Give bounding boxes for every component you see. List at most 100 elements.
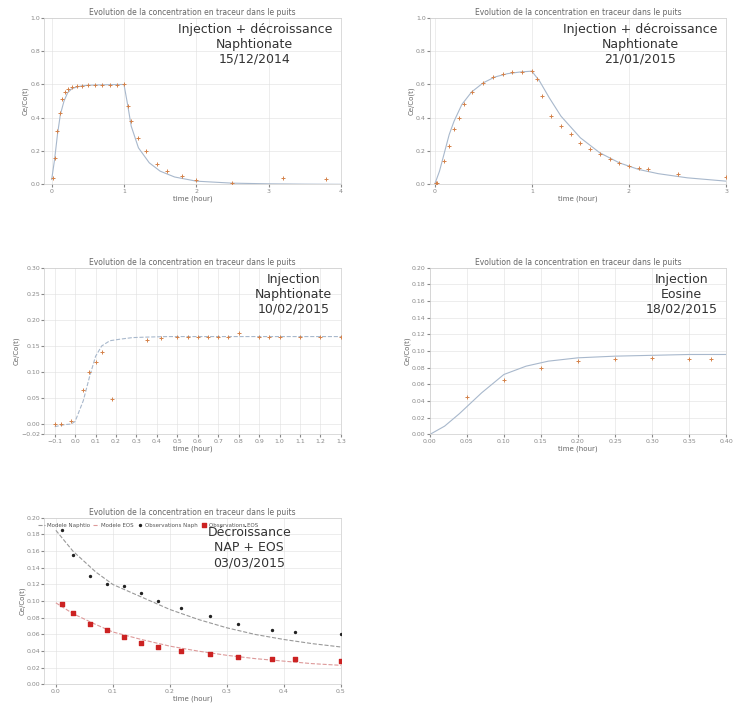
Observations EOS — [204, 649, 216, 660]
Point — [642, 164, 654, 175]
Point — [461, 391, 473, 403]
Point — [705, 354, 717, 365]
Point — [555, 120, 567, 132]
Modele Naphtio — [137, 593, 146, 601]
Point — [498, 374, 510, 386]
Point — [118, 79, 130, 91]
Observations Naph — [289, 626, 301, 637]
Point — [294, 331, 306, 342]
Observations EOS — [233, 651, 245, 662]
Point — [47, 172, 59, 183]
Observations EOS — [84, 618, 96, 630]
Observations EOS — [176, 645, 187, 657]
Observations Naph — [267, 625, 279, 636]
Modele Naphtio — [308, 640, 317, 648]
Point — [448, 124, 460, 135]
Point — [222, 331, 234, 342]
Point — [633, 162, 645, 173]
Point — [59, 86, 70, 98]
Point — [171, 332, 183, 343]
Point — [496, 68, 508, 80]
Observations Naph — [102, 579, 113, 590]
Observations EOS — [335, 655, 347, 667]
Point — [623, 160, 635, 172]
Point — [176, 170, 187, 182]
Point — [76, 80, 88, 91]
Title: Evolution de la concentration en traceur dans le puits: Evolution de la concentration en traceur… — [90, 508, 296, 517]
Point — [182, 332, 193, 343]
Observations EOS — [136, 637, 147, 649]
Title: Evolution de la concentration en traceur dans le puits: Evolution de la concentration en traceur… — [475, 8, 681, 17]
Observations EOS — [119, 631, 130, 642]
Point — [531, 73, 542, 85]
Point — [609, 354, 621, 365]
Point — [155, 332, 167, 344]
Observations Naph — [204, 610, 216, 622]
Point — [55, 419, 67, 430]
Modele EOS — [251, 655, 260, 663]
Point — [526, 66, 538, 77]
Point — [96, 347, 107, 358]
Modele EOS — [194, 647, 203, 655]
Title: Evolution de la concentration en traceur dans le puits: Evolution de la concentration en traceur… — [475, 258, 681, 267]
Point — [150, 159, 162, 170]
Point — [89, 79, 101, 91]
Modele EOS — [108, 627, 117, 636]
Point — [465, 86, 477, 98]
Observations Naph — [119, 580, 130, 592]
X-axis label: time (hour): time (hour) — [173, 195, 213, 202]
Point — [516, 66, 528, 78]
Point — [335, 331, 347, 342]
Point — [233, 328, 245, 339]
Point — [192, 332, 204, 343]
Modele Naphtio — [68, 547, 77, 555]
Modele Naphtio — [194, 615, 203, 624]
Point — [111, 79, 123, 91]
Observations Naph — [67, 550, 79, 561]
Modele Naphtio — [91, 568, 100, 576]
Point — [49, 419, 61, 430]
Y-axis label: Ce/Co(t): Ce/Co(t) — [13, 337, 20, 366]
X-axis label: time (hour): time (hour) — [558, 195, 598, 202]
Observations EOS — [56, 599, 67, 610]
Modele EOS — [165, 642, 174, 650]
Point — [277, 172, 289, 183]
Point — [594, 149, 606, 160]
Modele EOS — [51, 598, 60, 607]
Modele EOS — [91, 620, 100, 629]
Modele Naphtio — [336, 642, 345, 651]
Point — [671, 169, 683, 180]
Point — [430, 177, 442, 188]
X-axis label: time (hour): time (hour) — [558, 445, 598, 451]
Point — [720, 171, 732, 183]
Point — [106, 394, 118, 405]
Point — [212, 331, 224, 342]
Legend: Modele Naphtio, Modele EOS, Observations Naph, Observations EOS: Modele Naphtio, Modele EOS, Observations… — [36, 520, 260, 530]
Point — [263, 331, 275, 342]
Modele Naphtio — [51, 526, 60, 535]
Modele Naphtio — [251, 630, 260, 639]
Point — [66, 82, 78, 93]
Point — [71, 81, 83, 92]
Point — [202, 331, 214, 342]
Modele Naphtio — [108, 580, 117, 589]
Title: Evolution de la concentration en traceur dans le puits: Evolution de la concentration en traceur… — [90, 258, 296, 267]
Point — [141, 334, 153, 345]
Text: Injection
Naphtionate
10/02/2015: Injection Naphtionate 10/02/2015 — [255, 273, 332, 316]
Observations EOS — [67, 607, 79, 618]
Point — [227, 177, 239, 188]
Observations EOS — [289, 654, 301, 665]
Point — [584, 144, 596, 155]
Modele EOS — [137, 635, 146, 644]
Title: Evolution de la concentration en traceur dans le puits: Evolution de la concentration en traceur… — [90, 8, 296, 17]
Text: Injection + décroissance
Naphtionate
21/01/2015: Injection + décroissance Naphtionate 21/… — [563, 23, 717, 66]
Point — [90, 356, 102, 367]
Point — [320, 174, 332, 185]
Observations Naph — [233, 619, 245, 630]
Point — [133, 132, 144, 143]
Point — [50, 152, 62, 163]
Text: Injection + décroissance
Naphtionate
15/12/2014: Injection + décroissance Naphtionate 15/… — [178, 23, 332, 66]
Y-axis label: Ce/Co(t): Ce/Co(t) — [22, 87, 29, 116]
Point — [604, 154, 616, 165]
Point — [431, 177, 442, 188]
